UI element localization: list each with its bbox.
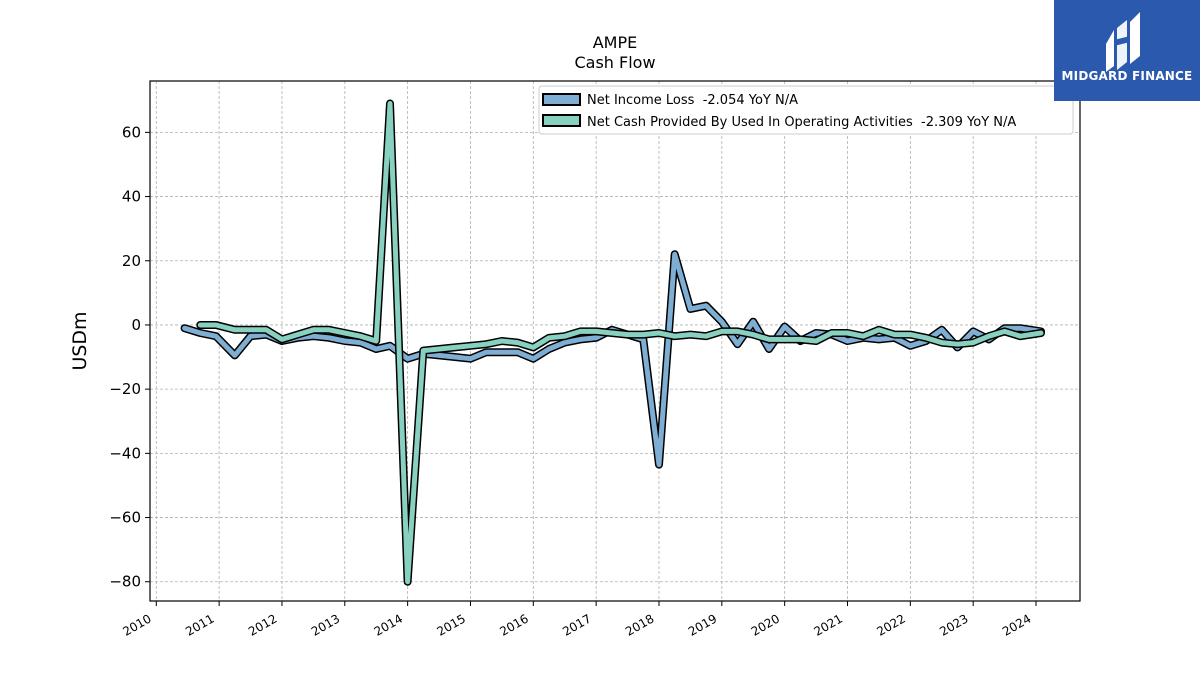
x-tick-label: 2013	[309, 611, 342, 638]
x-tick-label: 2015	[435, 611, 468, 638]
y-tick-label: −80	[109, 573, 141, 591]
y-tick-label: 60	[122, 123, 141, 141]
net-income-loss-line-stroke	[182, 251, 1044, 468]
y-tick-label: 0	[131, 316, 141, 334]
x-tick-label: 2014	[372, 611, 405, 638]
y-axis: −80 −60 −40 −20 0 20 40 60	[109, 123, 150, 591]
x-tick-label: 2012	[246, 611, 279, 638]
y-tick-label: −60	[109, 509, 141, 527]
y-tick-label: −40	[109, 444, 141, 462]
legend-swatch-net-income	[542, 93, 581, 106]
x-tick-label: 2019	[686, 611, 719, 638]
operating-cash-flow-line	[196, 99, 1045, 586]
chart-title: AMPE	[593, 33, 638, 52]
x-tick-label: 2023	[937, 611, 970, 638]
y-axis-label: USDm	[69, 311, 91, 370]
x-tick-label: 2017	[560, 611, 593, 638]
chart-subtitle: Cash Flow	[574, 53, 655, 72]
legend-label-net-income: Net Income Loss -2.054 YoY N/A	[587, 93, 798, 108]
legend: Net Income Loss -2.054 YoY N/A Net Cash …	[538, 85, 1074, 135]
net-income-loss-line-outline	[180, 250, 1045, 469]
net-income-loss-line	[180, 250, 1045, 469]
y-tick-label: −20	[109, 380, 141, 398]
x-tick-label: 2018	[623, 611, 656, 638]
x-tick-label: 2021	[812, 611, 845, 638]
y-tick-label: 40	[122, 188, 141, 206]
operating-cash-flow-line-stroke	[197, 101, 1044, 585]
legend-box	[538, 85, 1074, 135]
legend-label-operating-cash: Net Cash Provided By Used In Operating A…	[587, 115, 1016, 130]
logo-text: MIDGARD FINANCE	[1061, 69, 1193, 83]
plot-frame	[149, 80, 1081, 602]
x-tick-label: 2016	[497, 611, 530, 638]
x-tick-label: 2022	[874, 611, 907, 638]
x-tick-label: 2010	[120, 611, 153, 638]
x-tick-label: 2024	[1000, 611, 1033, 638]
legend-swatch-operating-cash	[542, 114, 581, 127]
x-tick-label: 2020	[749, 611, 782, 638]
x-tick-label: 2011	[183, 611, 216, 638]
y-tick-label: 20	[122, 252, 141, 270]
series-layer	[180, 99, 1045, 586]
midgard-finance-logo: MIDGARD FINANCE	[1054, 0, 1200, 101]
midgard-finance-logo-icon	[1106, 12, 1140, 72]
x-axis: 2010 2011 2012 2013 2014 2015 2016 2017 2018 2019…	[120, 601, 1037, 639]
